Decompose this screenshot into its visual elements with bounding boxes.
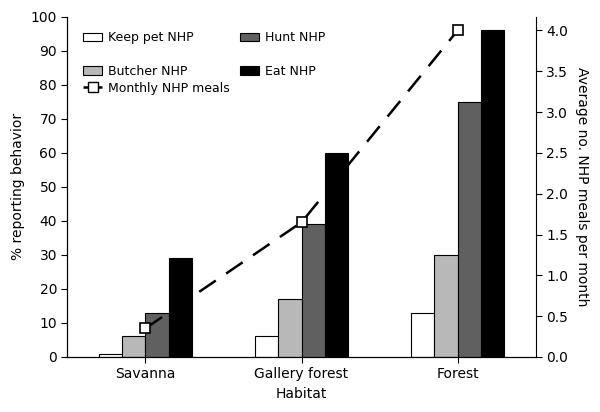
- Bar: [411, 313, 434, 357]
- Bar: [458, 102, 481, 357]
- Bar: [122, 337, 145, 357]
- Bar: [169, 258, 193, 357]
- Legend: Keep pet NHP, , Butcher NHP, Monthly NHP meals, Hunt NHP, , Eat NHP, : Keep pet NHP, , Butcher NHP, Monthly NHP…: [79, 26, 331, 100]
- Bar: [325, 153, 349, 357]
- Bar: [481, 30, 505, 357]
- Bar: [278, 299, 302, 357]
- Bar: [98, 353, 122, 357]
- Bar: [145, 313, 169, 357]
- Bar: [302, 224, 325, 357]
- Bar: [434, 255, 458, 357]
- X-axis label: Habitat: Habitat: [276, 387, 327, 401]
- Bar: [255, 337, 278, 357]
- Y-axis label: Average no. NHP meals per month: Average no. NHP meals per month: [575, 67, 589, 307]
- Y-axis label: % reporting behavior: % reporting behavior: [11, 113, 25, 260]
